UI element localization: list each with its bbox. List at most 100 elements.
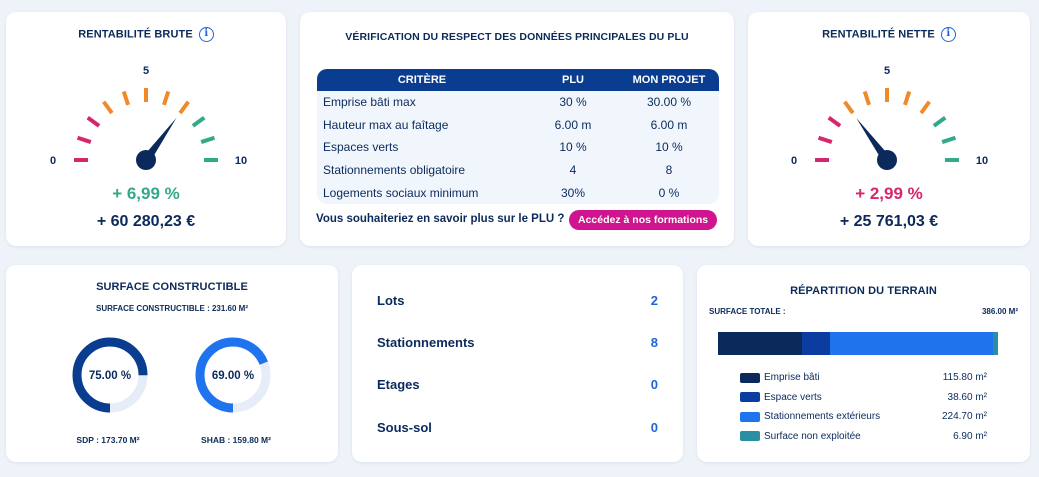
- gauge-tick: [76, 135, 92, 144]
- stacked-bar-segment: [992, 332, 998, 355]
- stat-value: 8: [650, 335, 658, 350]
- plu-cell: 4: [527, 158, 619, 182]
- legend-swatch: [740, 392, 760, 402]
- gauge-tick: [827, 116, 842, 128]
- gauge-hub: [136, 150, 156, 170]
- surface-totale-value: 386.00 M²: [981, 307, 1018, 316]
- plu-table-row: Stationnements obligatoire 4 8: [317, 158, 719, 182]
- stat-label: Sous-sol: [377, 420, 432, 435]
- header-mon-projet: MON PROJET: [619, 69, 719, 91]
- legend-item: Espace verts 38.60 m²: [740, 392, 987, 403]
- donut-arc: [72, 337, 148, 413]
- plu-cell: 6.00 m: [527, 113, 619, 137]
- plu-cell: 30%: [527, 181, 619, 204]
- stat-value: 0: [650, 377, 658, 392]
- gauge-nette: 0 5 10: [791, 65, 988, 170]
- gauge-scale-label: 0: [50, 155, 56, 167]
- legend-label: Espace verts: [764, 391, 822, 403]
- donut-arc: [195, 337, 271, 413]
- gauge-tick: [200, 135, 216, 144]
- gauge-scale-label: 10: [976, 155, 988, 167]
- repartition-title: RÉPARTITION DU TERRAIN: [790, 285, 937, 297]
- stat-label: Lots: [377, 293, 405, 308]
- legend-item: Emprise bâti 115.80 m²: [740, 372, 987, 383]
- rentabilite-nette-amount: + 25 761,03 €: [839, 213, 939, 230]
- info-icon[interactable]: i: [940, 27, 956, 42]
- gauge-tick: [121, 90, 130, 106]
- legend-swatch: [740, 372, 760, 383]
- gauge-brute: 0 5 10: [50, 65, 247, 170]
- sdp-caption: SDP : 173.70 M²: [76, 435, 140, 445]
- legend-swatch: [740, 411, 760, 422]
- legend-value: 224.70 m²: [941, 411, 987, 422]
- rentabilite-brute-card: RENTABILITÉ BRUTE i 0 5 10 + 6,99 % + 60 28…: [6, 12, 286, 246]
- verification-plu-card: VÉRIFICATION DU RESPECT DES DONNÉES PRIN…: [300, 12, 734, 246]
- rentabilite-brute-amount: + 60 280,23 €: [96, 213, 196, 230]
- header-critere: CRITÈRE: [317, 69, 527, 91]
- rentabilite-nette-title: RENTABILITÉ NETTE i: [748, 27, 1030, 42]
- plu-cell: 10 %: [527, 136, 619, 159]
- plu-cell: 30 %: [527, 91, 619, 114]
- gauge-tick: [919, 100, 931, 115]
- surface-constructible-subtitle: SURFACE CONSTRUCTIBLE : 231.60 M²: [95, 304, 249, 313]
- projet-cell: 6.00 m: [619, 113, 719, 137]
- donut-charts: 75.00 % 69.00 %: [72, 337, 271, 413]
- projet-cell: 8: [619, 158, 719, 182]
- legend-label: Stationnements extérieurs: [764, 411, 881, 422]
- plu-table-header: CRITÈRE PLU MON PROJET: [317, 69, 719, 91]
- stats-card: Lots 2 Stationnements 8 Etages 0 Sous-sol 0: [352, 265, 683, 462]
- gauge-tick: [178, 100, 190, 115]
- gauge-scale-label: 0: [791, 155, 797, 167]
- critere-cell: Logements sociaux minimum: [317, 181, 527, 204]
- stat-etages: Etages 0: [377, 377, 658, 392]
- critere-cell: Hauteur max au faîtage: [317, 113, 527, 137]
- gauge-tick: [102, 100, 114, 115]
- plu-table-row: Espaces verts 10 % 10 %: [317, 136, 719, 159]
- legend-swatch: [740, 431, 760, 441]
- surface-constructible-card: SURFACE CONSTRUCTIBLE SURFACE CONSTRUCTI…: [6, 265, 338, 462]
- gauge-tick: [862, 90, 871, 106]
- rentabilite-nette-card: RENTABILITÉ NETTE i 0 5 10 + 2,99 % + 25 76…: [748, 12, 1030, 246]
- stacked-bar-segment: [802, 332, 830, 355]
- legend-value: 6.90 m²: [953, 430, 987, 442]
- gauge-tick: [162, 90, 171, 106]
- plu-table-row: Hauteur max au faîtage 6.00 m 6.00 m: [317, 113, 719, 137]
- donut-label: 75.00 %: [89, 370, 131, 382]
- stat-value: 0: [650, 420, 658, 435]
- gauge-tick: [941, 135, 957, 144]
- legend-label: Emprise bâti: [764, 372, 820, 383]
- legend-value: 115.80 m²: [942, 372, 987, 383]
- rentabilite-brute-percent: + 6,99 %: [112, 184, 180, 203]
- stat-sous-sol: Sous-sol 0: [377, 420, 658, 435]
- gauge-scale-label: 10: [235, 155, 247, 167]
- verification-plu-title: VÉRIFICATION DU RESPECT DES DONNÉES PRIN…: [345, 31, 689, 43]
- gauge-hub: [877, 150, 897, 170]
- info-icon[interactable]: i: [198, 27, 214, 42]
- surface-constructible-title: SURFACE CONSTRUCTIBLE: [96, 281, 248, 293]
- legend-item: Stationnements extérieurs 224.70 m²: [740, 411, 987, 422]
- formations-button-label[interactable]: Accédez à nos formations: [569, 210, 718, 230]
- projet-cell: 0 %: [619, 181, 719, 204]
- critere-cell: Stationnements obligatoire: [317, 158, 527, 182]
- gauge-tick: [932, 116, 947, 128]
- legend-item: Surface non exploitée 6.90 m²: [740, 431, 987, 442]
- gauge-tick: [843, 100, 855, 115]
- stacked-bar-segment: [830, 332, 993, 355]
- surface-totale-label: SURFACE TOTALE :: [709, 307, 786, 316]
- legend-label: Surface non exploitée: [764, 430, 861, 442]
- projet-cell: 10 %: [619, 136, 719, 159]
- rentabilite-brute-title: RENTABILITÉ BRUTE i: [6, 27, 286, 42]
- gauge-scale-label: 5: [143, 65, 149, 77]
- formations-button[interactable]: Accédez à nos formations: [569, 210, 718, 230]
- shab-caption: SHAB : 159.80 M²: [201, 435, 271, 445]
- gauge-scale-label: 5: [884, 65, 890, 77]
- stat-stationnements: Stationnements 8: [377, 335, 658, 350]
- repartition-stacked-bar: [718, 332, 998, 355]
- gauge-tick: [903, 90, 912, 106]
- plu-table-row: Emprise bâti max 30 % 30.00 %: [317, 91, 719, 114]
- repartition-card: RÉPARTITION DU TERRAIN SURFACE TOTALE : …: [697, 265, 1030, 462]
- stat-label: Stationnements: [377, 335, 475, 350]
- stat-label: Etages: [377, 377, 420, 392]
- critere-cell: Espaces verts: [317, 136, 527, 159]
- stat-lots: Lots 2: [377, 293, 658, 308]
